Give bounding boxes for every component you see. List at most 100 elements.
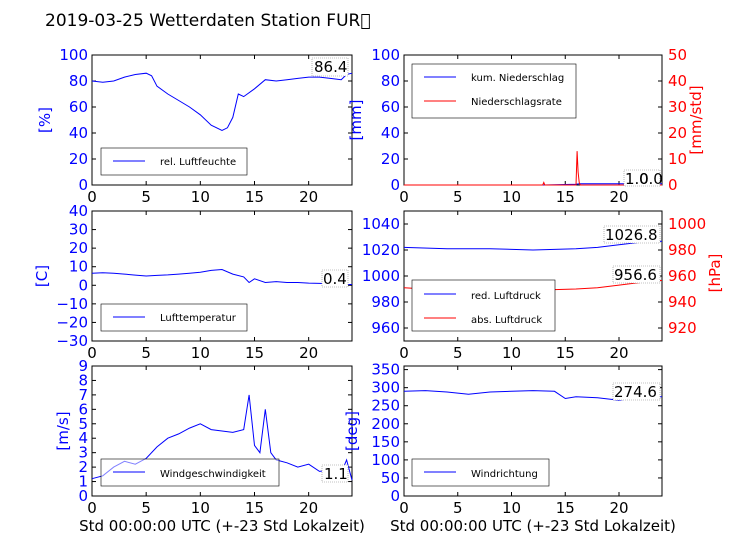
pressure-last-value-box-b: [612, 265, 661, 284]
x-tick-label: 20: [609, 499, 628, 517]
precip-series: [404, 151, 662, 186]
wind-last-value-box: [321, 464, 349, 483]
y-tick-label: 8: [78, 371, 88, 389]
y-tick-label: 7: [78, 386, 88, 404]
x-tick-label: 20: [299, 499, 318, 517]
y-tick-label: 250: [371, 397, 400, 415]
humidity-series: [91, 72, 353, 131]
y-tick-label: 1020: [362, 241, 400, 259]
y-tick-label: 4: [78, 429, 88, 447]
x-tick-label: 5: [453, 188, 463, 206]
wind-xticks: 0 5 10 15 20: [87, 366, 318, 517]
y-tick-label: 1: [78, 473, 88, 491]
y-tick-label: −30: [56, 332, 88, 350]
y-tick-label: 60: [381, 98, 400, 116]
precip-ylabel: [mm]: [347, 100, 365, 141]
y-tick-label: 40: [69, 202, 88, 220]
y-tick-label: −20: [56, 313, 88, 331]
y-tick-label: 20: [381, 150, 400, 168]
y-tick-label-right: 10: [668, 150, 687, 168]
y-tick-label-right: 920: [668, 319, 697, 337]
temperature-series: [91, 268, 353, 285]
y-tick-label: 960: [371, 319, 400, 337]
y-tick-label: 0: [78, 276, 88, 294]
precip-last-value-a: 1.0: [625, 170, 649, 188]
humidity-last-value-box: [311, 57, 349, 77]
temperature-axes-frame: [91, 210, 353, 342]
pressure-xticks: 0 5 10 15 20: [399, 211, 629, 362]
x-tick-label: 20: [609, 344, 628, 362]
panel-humidity: [%] 0 20 40 60 80 100 0 5 10 15 20 rel. Luftfeuch…: [36, 46, 353, 206]
series-line-1: [404, 151, 662, 186]
x-tick-label: 5: [453, 499, 463, 517]
y-tick-label: 200: [371, 415, 400, 433]
y-tick-label: 980: [371, 293, 400, 311]
x-tick-label: 5: [453, 344, 463, 362]
wind-last-value: 1.1: [324, 465, 348, 483]
pressure-last-value-a: 1026.8: [605, 226, 658, 244]
y-tick-label: 300: [371, 379, 400, 397]
x-tick-label: 20: [299, 344, 318, 362]
y-tick-label: 5: [78, 415, 88, 433]
y-tick-label: 0: [78, 487, 88, 505]
temperature-last-value-box: [321, 269, 349, 288]
x-tick-label: 15: [245, 344, 264, 362]
x-tick-label: 20: [299, 188, 318, 206]
x-tick-label: 10: [191, 499, 210, 517]
temperature-ylabel: [C]: [33, 265, 51, 287]
series-line-0: [403, 240, 663, 251]
y-tick-label: 20: [69, 150, 88, 168]
y-tick-label: 30: [69, 221, 88, 239]
y-tick-label: 6: [78, 400, 88, 418]
x-tick-label: 20: [609, 188, 628, 206]
direction-axes-frame: [403, 365, 663, 497]
wind-ylabel: [m/s]: [54, 411, 72, 450]
y-tick-label: 100: [371, 451, 400, 469]
y-tick-label: 50: [381, 469, 400, 487]
y-tick-label: 0: [390, 176, 400, 194]
x-tick-label: 10: [191, 344, 210, 362]
precip-xticks: 0 5 10 15 20: [399, 55, 629, 206]
y-tick-label: 1000: [362, 267, 400, 285]
temperature-legend-label: Lufttemperatur: [160, 313, 237, 324]
humidity-ylabel: [%]: [36, 107, 54, 133]
y-tick-label: 2: [78, 458, 88, 476]
humidity-legend-label: rel. Luftfeuchte: [160, 157, 236, 168]
series-line-0: [91, 72, 353, 131]
y-tick-label: 1040: [362, 215, 400, 233]
x-tick-label: 0: [87, 499, 97, 517]
x-tick-label: 0: [87, 344, 97, 362]
temperature-last-value: 0.4: [323, 270, 347, 288]
y-tick-label: 80: [69, 72, 88, 90]
y-tick-label: 60: [69, 98, 88, 116]
y-tick-label: 40: [381, 124, 400, 142]
humidity-yticks: 0 20 40 60 80 100: [59, 46, 352, 194]
x-tick-label: 10: [502, 188, 521, 206]
x-tick-label: 0: [87, 188, 97, 206]
y-tick-label: 9: [78, 357, 88, 375]
wind-legend-label: Windgeschwindigkeit: [160, 469, 266, 480]
temperature-xticks: 0 5 10 15 20: [87, 211, 318, 362]
wind-xlabel: Std 00:00:00 UTC (+-23 Std Lokalzeit): [79, 517, 365, 535]
pressure-last-value-b: 956.6: [614, 266, 657, 284]
x-tick-label: 15: [556, 188, 575, 206]
x-tick-label: 5: [141, 188, 151, 206]
humidity-last-value: 86.4: [314, 58, 347, 76]
pressure-yticks-right: 920 940 960 980 1000: [658, 215, 706, 337]
y-tick-label-right: 0: [668, 176, 678, 194]
temperature-legend-box: [100, 303, 248, 332]
x-tick-label: 10: [502, 344, 521, 362]
y-tick-label: 150: [371, 433, 400, 451]
x-tick-label: 0: [399, 499, 409, 517]
x-tick-label: 15: [245, 499, 264, 517]
y-tick-label-right: 940: [668, 293, 697, 311]
direction-xticks: 0 5 10 15 20: [399, 366, 629, 517]
x-tick-label: 15: [556, 499, 575, 517]
y-tick-label: 0: [78, 176, 88, 194]
direction-xlabel: Std 00:00:00 UTC (+-23 Std Lokalzeit): [390, 517, 676, 535]
